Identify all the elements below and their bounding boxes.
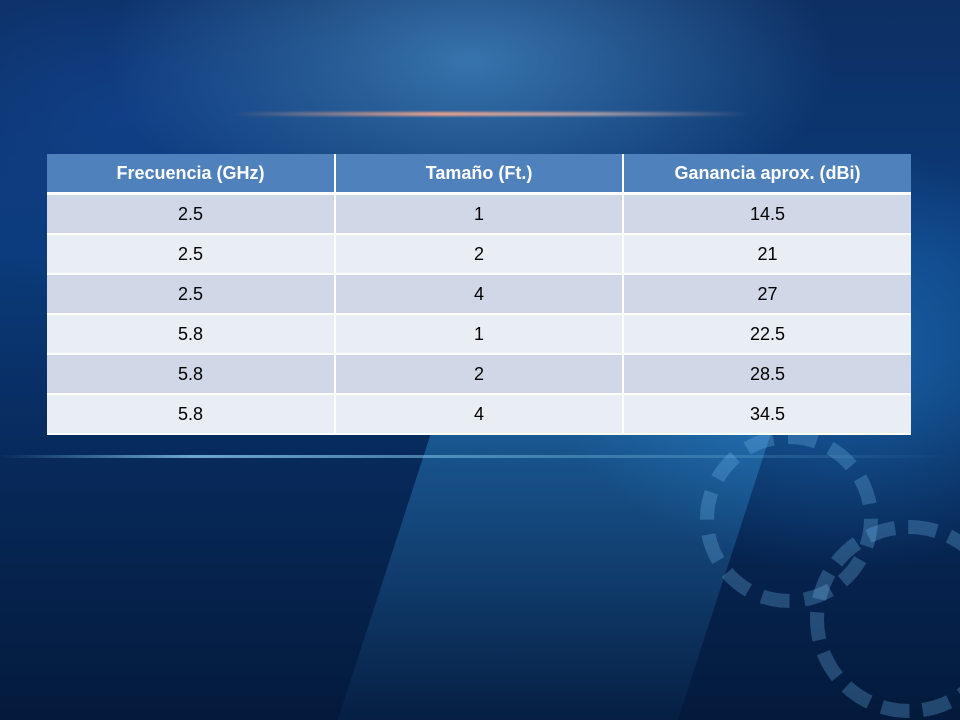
cell-frequency: 2.5 bbox=[47, 274, 336, 315]
cell-frequency: 2.5 bbox=[47, 234, 336, 275]
cell-size: 4 bbox=[335, 274, 624, 315]
header-gain: Ganancia aprox. (dBi) bbox=[623, 154, 911, 195]
table-container: Frecuencia (GHz) Tamaño (Ft.) Ganancia a… bbox=[47, 154, 911, 435]
cell-size: 2 bbox=[335, 234, 624, 275]
cell-size: 2 bbox=[335, 354, 624, 395]
header-frequency: Frecuencia (GHz) bbox=[47, 154, 336, 195]
table-header-row: Frecuencia (GHz) Tamaño (Ft.) Ganancia a… bbox=[47, 154, 911, 195]
cell-gain: 22.5 bbox=[623, 314, 911, 355]
light-beam bbox=[328, 430, 772, 720]
cell-gain: 28.5 bbox=[623, 354, 911, 395]
table-row: 2.5 2 21 bbox=[47, 234, 911, 275]
header-size: Tamaño (Ft.) bbox=[335, 154, 624, 195]
table-row: 5.8 4 34.5 bbox=[47, 394, 911, 435]
cell-size: 4 bbox=[335, 394, 624, 435]
cell-gain: 21 bbox=[623, 234, 911, 275]
cell-frequency: 5.8 bbox=[47, 354, 336, 395]
horizon-streak bbox=[0, 455, 960, 458]
cell-gain: 14.5 bbox=[623, 193, 911, 235]
cell-size: 1 bbox=[335, 314, 624, 355]
cell-frequency: 2.5 bbox=[47, 193, 336, 235]
cell-gain: 27 bbox=[623, 274, 911, 315]
table-row: 2.5 1 14.5 bbox=[47, 193, 911, 235]
table-row: 5.8 1 22.5 bbox=[47, 314, 911, 355]
light-streak bbox=[230, 112, 750, 116]
cell-frequency: 5.8 bbox=[47, 314, 336, 355]
cell-size: 1 bbox=[335, 193, 624, 235]
gear-icon bbox=[810, 520, 960, 718]
table-row: 5.8 2 28.5 bbox=[47, 354, 911, 395]
gear-icon bbox=[700, 430, 878, 608]
cell-gain: 34.5 bbox=[623, 394, 911, 435]
table-row: 2.5 4 27 bbox=[47, 274, 911, 315]
gain-table: Frecuencia (GHz) Tamaño (Ft.) Ganancia a… bbox=[47, 154, 911, 435]
cell-frequency: 5.8 bbox=[47, 394, 336, 435]
